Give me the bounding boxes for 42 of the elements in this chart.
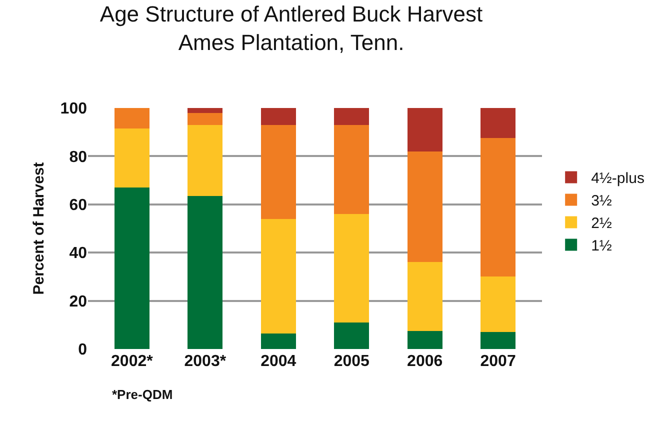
bar <box>260 108 296 125</box>
bar <box>260 124 296 219</box>
bar <box>334 322 370 349</box>
bar <box>260 333 296 349</box>
bar <box>407 108 442 152</box>
bar <box>407 330 442 349</box>
bar <box>188 124 223 196</box>
legend-label: 4½-plus <box>591 170 644 188</box>
bar <box>114 188 150 349</box>
x-tick-label: 2003* <box>184 353 227 370</box>
y-tick-label: 80 <box>69 148 88 166</box>
bar <box>334 214 370 322</box>
y-tick-label: 100 <box>60 100 88 118</box>
y-tick-label: 20 <box>69 293 88 310</box>
x-tick-label: 2007 <box>480 353 516 370</box>
bar <box>260 218 296 334</box>
chart-title: Age Structure of Antlered Buck Harvest Ames Plantation, Tenn. <box>100 1 483 55</box>
bar <box>188 112 223 125</box>
y-tick-label: 0 <box>78 342 88 359</box>
y-axis-title: Percent of Harvest <box>30 162 48 295</box>
y-tick-label: 40 <box>69 245 88 262</box>
bar <box>480 276 516 332</box>
bar <box>480 332 516 349</box>
y-tick-label: 60 <box>69 197 88 214</box>
bar <box>407 151 442 262</box>
x-tick-label: 2004 <box>260 353 296 370</box>
bar <box>114 128 150 188</box>
bar <box>334 124 370 214</box>
x-tick-label: 2005 <box>334 353 370 370</box>
legend-label: 2½ <box>591 215 612 232</box>
bar <box>334 108 370 125</box>
legend-label: 1½ <box>591 238 612 255</box>
legend-label: 3½ <box>591 192 612 210</box>
x-tick-label: 2006 <box>407 353 443 370</box>
bar <box>407 262 442 331</box>
bar <box>188 196 223 349</box>
bar <box>188 108 223 113</box>
bar <box>114 108 150 128</box>
x-tick-label: 2002* <box>111 353 154 370</box>
bar <box>480 108 516 138</box>
bar <box>480 138 516 277</box>
text: *Pre-QDM <box>112 387 173 402</box>
